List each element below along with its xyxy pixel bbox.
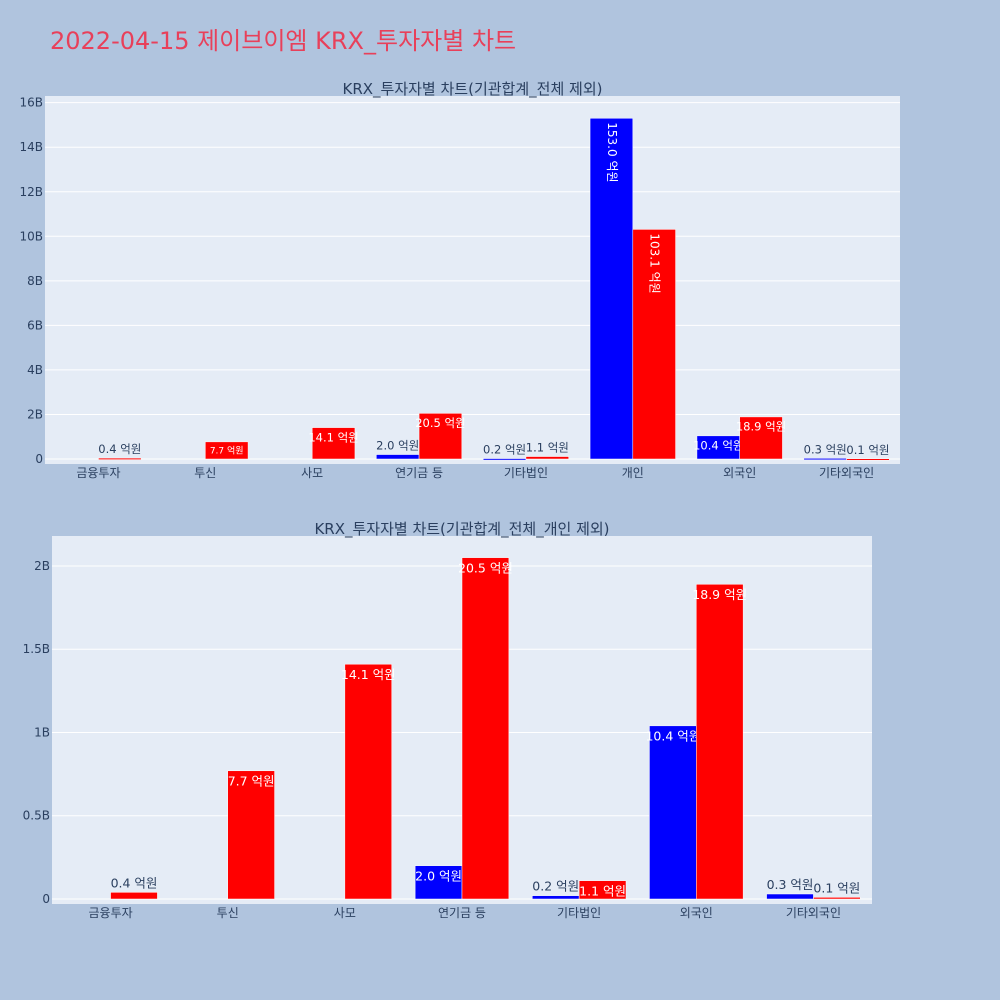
data-label: 0.2 억원 xyxy=(483,443,526,457)
x-tick-label: 외국인 xyxy=(723,466,756,480)
x-tick-label: 기타외국인 xyxy=(819,466,874,480)
page-title: 2022-04-15 제이브이엠 KRX_투자자별 차트 xyxy=(50,27,516,55)
y-tick-label: 2B xyxy=(34,559,50,573)
x-tick-label: 투신 xyxy=(217,906,239,920)
data-label: 2.0 억원 xyxy=(376,439,419,453)
y-tick-label: 16B xyxy=(19,96,43,110)
data-label: 20.5 억원 xyxy=(458,560,513,575)
bar xyxy=(578,880,627,900)
data-label: 103.1 억원 xyxy=(648,233,662,293)
chart-title: KRX_투자자별 차트(기관합계_전체 제외) xyxy=(343,80,603,99)
bar xyxy=(525,456,569,460)
data-label: 1.1 억원 xyxy=(526,441,569,455)
y-tick-label: 0 xyxy=(42,892,50,906)
x-tick-label: 사모 xyxy=(334,906,356,920)
y-tick-label: 0.5B xyxy=(23,809,50,823)
data-label: 10.4 억원 xyxy=(693,439,743,453)
data-label: 18.9 억원 xyxy=(736,420,786,434)
y-tick-label: 1.5B xyxy=(23,642,50,656)
x-tick-label: 사모 xyxy=(301,466,323,480)
x-tick-label: 외국인 xyxy=(680,906,713,920)
bar xyxy=(803,458,847,461)
x-tick-label: 기타법인 xyxy=(504,466,548,480)
bar xyxy=(227,770,275,900)
chart-title: KRX_투자자별 차트(기관합계_전체_개인 제외) xyxy=(314,520,609,539)
data-label: 0.3 억원 xyxy=(804,442,847,456)
data-label: 1.1 억원 xyxy=(579,883,626,898)
bar xyxy=(482,458,527,461)
data-label: 10.4 억원 xyxy=(645,728,700,743)
y-tick-label: 4B xyxy=(27,363,43,377)
x-tick-label: 기타법인 xyxy=(557,906,601,920)
y-tick-label: 1B xyxy=(34,725,50,739)
data-label: 0.3 억원 xyxy=(767,877,814,892)
bar xyxy=(632,229,676,460)
data-label: 0.4 억원 xyxy=(98,442,141,456)
chart-excluding-institutions-and-individuals: KRX_투자자별 차트(기관합계_전체_개인 제외) 0 0.5B 1B 1.5B 2B 금… xyxy=(23,520,872,920)
data-label: 7.7 억원 xyxy=(228,773,275,788)
data-label: 14.1 억원 xyxy=(341,667,396,682)
bar xyxy=(110,892,158,900)
bar xyxy=(739,416,783,460)
data-label: 0.1 억원 xyxy=(813,880,860,895)
bar xyxy=(98,457,142,460)
bar xyxy=(376,454,420,460)
x-tick-label: 투신 xyxy=(194,466,216,480)
bar xyxy=(696,584,744,900)
data-label: 153.0 억원 xyxy=(605,122,619,182)
x-tick-label: 금융투자 xyxy=(76,466,120,480)
x-tick-label: 연기금 등 xyxy=(395,466,443,480)
data-label: 0.1 억원 xyxy=(846,443,889,457)
bar xyxy=(205,441,249,460)
bar xyxy=(813,897,861,900)
bar xyxy=(766,893,814,900)
bar xyxy=(418,413,463,460)
y-tick-label: 0 xyxy=(35,452,43,466)
y-tick-label: 6B xyxy=(27,318,43,332)
y-tick-label: 12B xyxy=(19,185,43,199)
data-label: 7.7 억원 xyxy=(210,445,244,457)
chart-excluding-institutions: KRX_투자자별 차트(기관합계_전체 제외) 0 2B 4B 6B 8B 10B 12B 14… xyxy=(19,80,900,480)
bar xyxy=(344,663,392,900)
x-tick-label: 기타외국인 xyxy=(786,906,841,920)
bar xyxy=(532,895,580,900)
bar xyxy=(589,118,634,460)
bar xyxy=(846,458,890,461)
data-label: 0.2 억원 xyxy=(532,879,579,894)
plot-area xyxy=(45,96,900,464)
bar xyxy=(649,725,697,900)
data-label: 14.1 억원 xyxy=(308,430,358,444)
data-label: 0.4 억원 xyxy=(111,875,158,890)
y-tick-label: 10B xyxy=(19,229,43,243)
y-tick-label: 2B xyxy=(27,407,43,421)
data-label: 2.0 억원 xyxy=(415,868,462,883)
x-tick-label: 개인 xyxy=(622,466,644,480)
bar xyxy=(461,557,510,900)
bar xyxy=(414,865,463,900)
y-tick-label: 14B xyxy=(19,140,43,154)
x-tick-label: 연기금 등 xyxy=(438,906,486,920)
y-tick-label: 8B xyxy=(27,274,43,288)
data-label: 18.9 억원 xyxy=(692,587,747,602)
x-tick-label: 금융투자 xyxy=(88,906,132,920)
bar xyxy=(311,427,356,460)
data-label: 20.5 억원 xyxy=(415,416,465,430)
